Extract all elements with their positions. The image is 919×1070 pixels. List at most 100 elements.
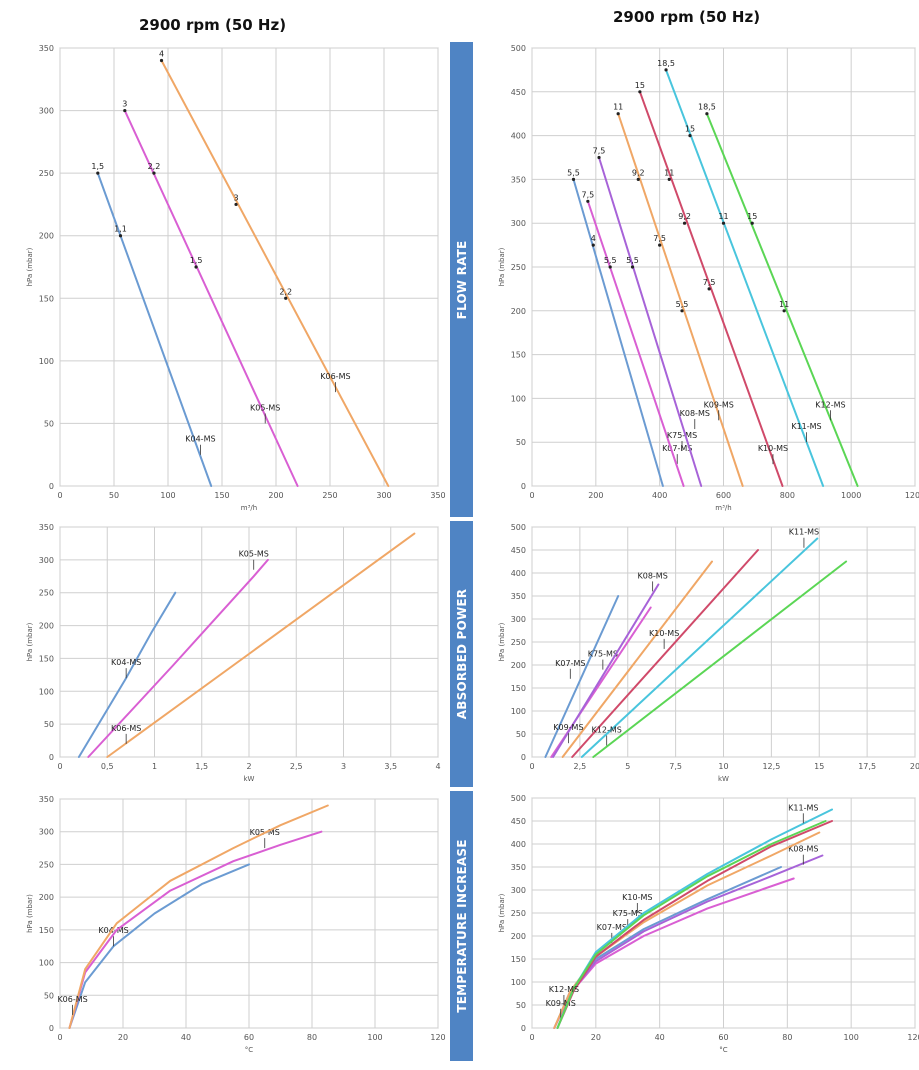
power-point-label: 18,5 <box>698 103 716 112</box>
left-header: 2900 rpm (50 Hz) <box>139 16 287 34</box>
power-point-label: 5,5 <box>626 256 639 265</box>
power-point <box>118 234 123 238</box>
power-point-label: 1,5 <box>91 162 104 171</box>
series-callout-label: K11-MS <box>789 528 819 537</box>
series-line-k04-ms <box>96 172 213 487</box>
x-tick-label: 17,5 <box>858 762 876 771</box>
power-point <box>721 221 726 225</box>
power-point-label: 5,5 <box>676 300 689 309</box>
x-tick-label: 1000 <box>841 491 861 500</box>
power-point-label: 7,5 <box>703 278 716 287</box>
series-callout-label: K04-MS <box>111 658 141 667</box>
x-tick-label: 0 <box>529 491 534 500</box>
y-tick-label: 250 <box>511 263 526 272</box>
band-flow-rate-label: FLOW RATE <box>454 240 469 319</box>
y-tick-label: 50 <box>44 419 54 428</box>
power-point <box>586 199 590 203</box>
y-tick-label: 300 <box>511 219 526 228</box>
series-callout-label: K12-MS <box>592 726 622 735</box>
power-point-label: 7,5 <box>653 234 666 243</box>
series-line-k08-ms <box>552 583 660 758</box>
power-point <box>680 309 684 313</box>
power-point <box>591 243 595 247</box>
x-tick-label: 5 <box>625 762 630 771</box>
y-tick-label: 0 <box>49 482 54 491</box>
series-callout-label: K75-MS <box>613 909 643 918</box>
y-axis-label: hPa (mbar) <box>498 893 506 932</box>
y-tick-label: 450 <box>511 88 526 97</box>
power-point-label: 9,2 <box>632 168 645 177</box>
x-tick-label: 120 <box>907 1033 919 1042</box>
left-temperature-chart: 0 20 40 60 80 100 120 0 50 100 150 200 250 300 350 hPa … <box>26 795 446 1054</box>
series-line-k09-ms <box>553 831 821 1029</box>
series-line-k06-ms <box>106 532 416 758</box>
x-axis-label: kW <box>718 775 729 783</box>
y-tick-label: 100 <box>39 959 54 968</box>
x-tick-label: 3 <box>341 762 346 771</box>
series-line-k10-ms <box>571 549 759 758</box>
x-tick-label: 0 <box>57 1033 62 1042</box>
y-tick-label: 300 <box>39 556 54 565</box>
power-point <box>597 155 601 160</box>
y-tick-label: 450 <box>511 546 526 555</box>
y-tick-label: 450 <box>511 817 526 826</box>
y-tick-label: 300 <box>511 615 526 624</box>
power-point-label: 18,5 <box>657 59 675 68</box>
power-point <box>194 265 198 269</box>
power-point-label: 5,5 <box>567 168 580 177</box>
plot-area <box>59 47 439 487</box>
power-point-label: 2,2 <box>279 287 292 296</box>
y-tick-label: 150 <box>39 926 54 935</box>
y-tick-label: 50 <box>44 991 54 1000</box>
x-tick-label: 80 <box>307 1033 317 1042</box>
y-tick-label: 150 <box>39 294 54 303</box>
power-point-label: 4 <box>591 234 596 243</box>
y-tick-label: 400 <box>511 840 526 849</box>
power-point-label: 11 <box>718 212 728 221</box>
power-point <box>159 58 164 63</box>
x-tick-label: 12,5 <box>762 762 780 771</box>
power-point-label: 9,2 <box>678 212 691 221</box>
power-point-label: 11 <box>613 103 623 112</box>
y-tick-label: 50 <box>44 720 54 729</box>
y-tick-label: 150 <box>39 654 54 663</box>
x-tick-label: 150 <box>214 491 229 500</box>
power-point <box>152 171 156 175</box>
series-line-k12-ms <box>592 560 848 758</box>
x-tick-label: 0 <box>529 762 534 771</box>
y-tick-label: 0 <box>521 482 526 491</box>
power-point-label: 3 <box>233 193 238 202</box>
series-callout-label: K10-MS <box>649 629 679 638</box>
power-point <box>667 177 671 181</box>
y-tick-label: 350 <box>511 592 526 601</box>
series-line-k12-ms <box>705 112 859 487</box>
y-tick-label: 350 <box>39 44 54 53</box>
y-tick-label: 200 <box>511 661 526 670</box>
x-tick-label: 60 <box>718 1033 728 1042</box>
power-point <box>616 112 620 116</box>
series-callout-label: K11-MS <box>788 803 818 812</box>
x-tick-label: 20 <box>118 1033 128 1042</box>
x-tick-label: 2,5 <box>290 762 303 771</box>
y-tick-label: 400 <box>511 569 526 578</box>
y-tick-label: 250 <box>511 909 526 918</box>
x-tick-label: 4 <box>435 762 440 771</box>
series-line-k07-ms <box>544 595 620 758</box>
power-point-label: 1,1 <box>114 225 127 234</box>
y-tick-label: 200 <box>39 232 54 241</box>
series-callout-label: K75-MS <box>588 650 618 659</box>
x-tick-label: 20 <box>591 1033 601 1042</box>
series-callout-label: K06-MS <box>320 372 350 381</box>
series-callout-label: K06-MS <box>111 724 141 733</box>
y-axis-label: hPa (mbar) <box>26 894 34 933</box>
x-tick-label: 0 <box>57 762 62 771</box>
band-absorbed-power-label: ABSORBED POWER <box>454 588 469 720</box>
y-tick-label: 50 <box>516 1001 526 1010</box>
y-tick-label: 350 <box>511 175 526 184</box>
power-point <box>782 309 786 313</box>
x-tick-label: 1,5 <box>195 762 208 771</box>
power-point <box>234 202 238 207</box>
x-tick-label: 2 <box>246 762 251 771</box>
series-line-k04-ms <box>77 591 177 758</box>
x-tick-label: 120 <box>430 1033 445 1042</box>
